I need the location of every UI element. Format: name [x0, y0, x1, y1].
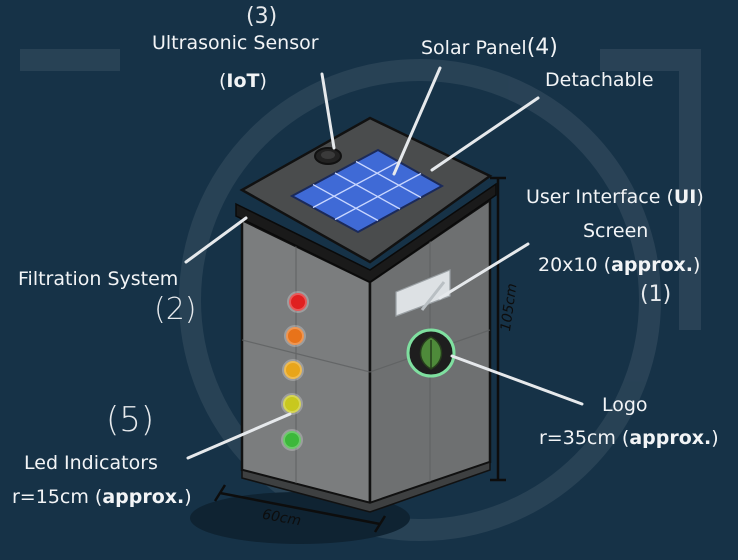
leader-logo — [450, 354, 584, 406]
ultrasonic-iot-label: (IoT) — [219, 70, 267, 92]
ui-size-label: 20x10 (approx.) — [538, 254, 701, 276]
background-watermark — [20, 49, 701, 541]
ui-screen-glare — [420, 281, 446, 311]
logo-label: Logo — [602, 394, 648, 416]
solar-panel — [289, 148, 445, 234]
led-yellow — [281, 393, 303, 415]
ui-screen-label: Screen — [583, 220, 649, 242]
device-base — [241, 460, 491, 513]
solar-number: (4) — [526, 35, 558, 60]
filtration-number: (2) — [154, 292, 197, 327]
filtration-label: Filtration System — [18, 268, 179, 290]
ultrasonic-label: Ultrasonic Sensor — [152, 32, 319, 54]
led-indicators — [281, 291, 309, 451]
solar-panel-label: Solar Panel(4) — [421, 35, 558, 60]
led-size-label: r=15cm (approx.) — [12, 486, 192, 508]
led-red — [287, 291, 309, 313]
detachable-label: Detachable — [545, 69, 654, 91]
leader-ultrasonic — [320, 72, 336, 150]
lid-rim — [235, 182, 497, 283]
logo-badge — [406, 328, 456, 378]
leader-led — [186, 412, 292, 460]
ultrasonic-number: (3) — [246, 4, 278, 29]
led-number: (5) — [106, 400, 155, 440]
leader-ui — [438, 242, 530, 300]
led-amber — [282, 359, 304, 381]
ui-number: (1) — [640, 282, 672, 307]
width-dimension — [213, 484, 387, 533]
led-label: Led Indicators — [24, 452, 158, 474]
led-green — [281, 429, 303, 451]
ui-screen — [395, 269, 451, 317]
leader-filtration — [184, 216, 248, 264]
logo-size-label: r=35cm (approx.) — [539, 427, 719, 449]
ultrasonic-sensor-lens — [321, 151, 335, 159]
leader-solar — [392, 66, 442, 176]
height-dimension — [490, 176, 506, 482]
leader-lines — [184, 66, 584, 460]
led-orange — [284, 325, 306, 347]
ui-label: User Interface (UI) — [526, 186, 704, 208]
leader-detachable — [430, 96, 540, 172]
